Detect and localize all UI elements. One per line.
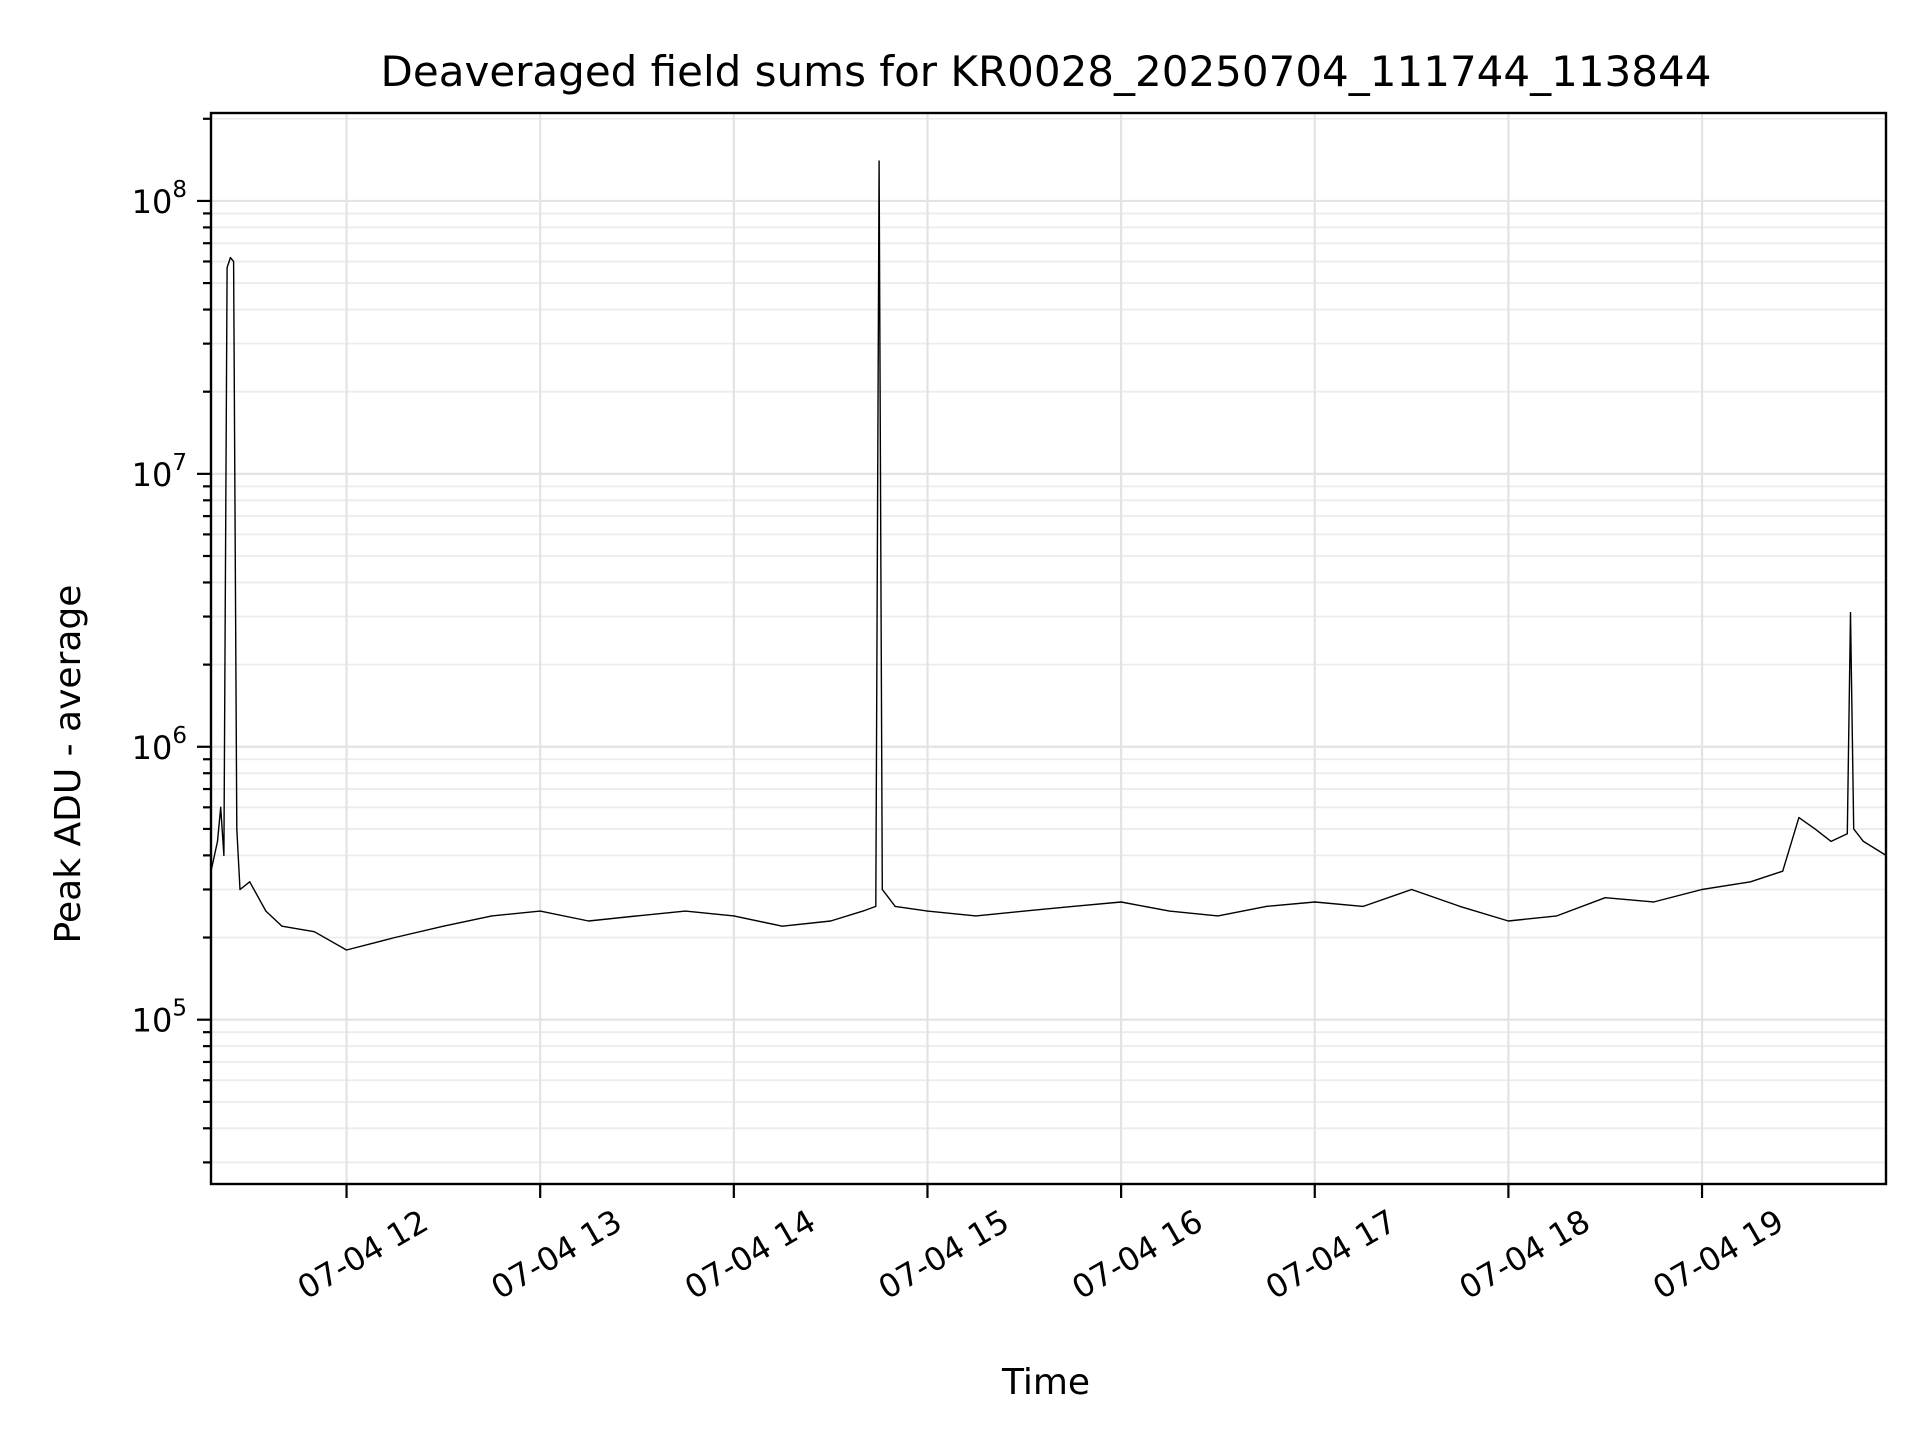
data-point — [894, 905, 896, 908]
data-point — [1362, 905, 1364, 908]
data-point — [442, 925, 444, 927]
data-point — [1814, 828, 1816, 830]
data-point — [229, 257, 231, 259]
data-point — [733, 915, 735, 917]
data-point — [1556, 915, 1558, 917]
y-axis-label: Peak ADU - average — [48, 585, 89, 944]
x-axis-label: Time — [1001, 1362, 1090, 1403]
data-point — [226, 267, 228, 269]
data-point — [236, 828, 238, 830]
data-point — [249, 881, 251, 883]
data-point — [1265, 905, 1267, 908]
data-point — [1023, 910, 1025, 912]
data-point — [1849, 612, 1852, 614]
chart-title: Deaveraged field sums for KR0028_2025070… — [381, 47, 1712, 96]
data-point — [1862, 840, 1864, 843]
data-point — [975, 915, 977, 917]
y-tick-label: 108 — [132, 177, 187, 221]
data-point — [1749, 881, 1752, 883]
data-point — [223, 854, 225, 857]
data-point — [1411, 888, 1413, 891]
data-point — [265, 910, 267, 912]
data-point — [830, 920, 832, 922]
data-point — [1168, 910, 1171, 912]
data-point — [1507, 920, 1509, 922]
data-point — [1846, 833, 1848, 835]
y-tick-label: 105 — [132, 996, 187, 1040]
data-point — [233, 260, 235, 263]
data-point — [862, 910, 864, 912]
data-point — [1798, 817, 1800, 819]
y-tick-label: 106 — [132, 723, 187, 767]
data-point — [881, 888, 883, 891]
series-line — [210, 160, 1887, 951]
grid — [211, 113, 1886, 1184]
data-point — [588, 920, 590, 922]
data-point — [1217, 915, 1219, 917]
data-point — [1314, 901, 1316, 903]
data-point — [539, 910, 541, 912]
data-point — [1701, 888, 1703, 891]
data-point — [875, 905, 877, 908]
data-point — [878, 160, 880, 162]
data-point — [636, 915, 638, 917]
y-tick-label: 107 — [132, 450, 187, 494]
data-point — [239, 888, 241, 891]
data-point — [491, 915, 493, 917]
data-point — [1653, 901, 1655, 903]
data-point — [220, 806, 222, 808]
data-point — [216, 840, 219, 843]
data-point — [926, 910, 929, 912]
data-point — [1459, 905, 1461, 908]
data-point — [394, 936, 396, 939]
data-point — [1604, 897, 1606, 899]
y-axis: 105 106 107 108 — [132, 117, 211, 1164]
data-point — [1120, 901, 1122, 903]
data-point — [281, 925, 283, 927]
data-point — [1782, 870, 1784, 872]
data-point — [781, 925, 783, 927]
data-point — [313, 931, 315, 933]
data-point — [1072, 905, 1074, 908]
data-point — [684, 910, 687, 912]
data-point — [1853, 828, 1855, 830]
plot-frame — [209, 111, 1888, 1186]
data-point — [1830, 840, 1832, 843]
data-point — [345, 949, 348, 951]
